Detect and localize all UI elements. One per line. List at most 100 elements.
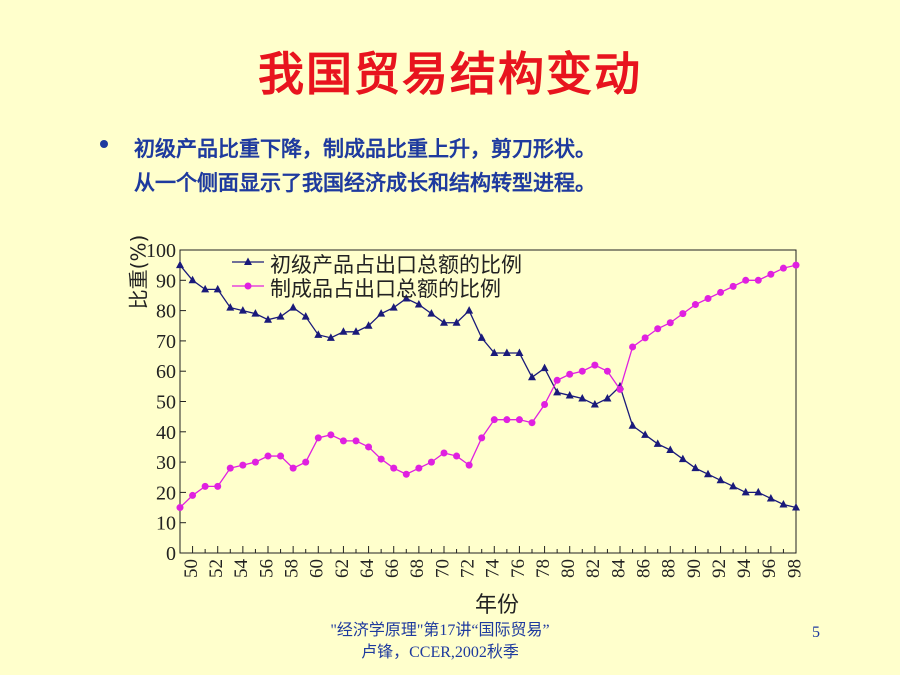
legend-marker-1 bbox=[244, 257, 252, 265]
series-2-point bbox=[629, 343, 637, 351]
y-axis-label: 比重(%) bbox=[127, 235, 151, 310]
series-1-point bbox=[339, 327, 348, 335]
series-1-point bbox=[326, 333, 335, 341]
x-tick-label: 68 bbox=[407, 559, 428, 578]
series-2-point bbox=[603, 367, 611, 375]
series-2-point bbox=[201, 482, 209, 490]
x-tick-label: 98 bbox=[784, 559, 805, 578]
footer-line-1: "经济学原理"第17讲“国际贸易” bbox=[330, 622, 550, 639]
series-1-point bbox=[779, 500, 788, 508]
series-1-point bbox=[264, 315, 272, 323]
y-tick-label: 30 bbox=[156, 452, 176, 474]
x-tick-label: 80 bbox=[558, 559, 579, 578]
series-2-point bbox=[440, 449, 448, 457]
x-tick-label: 64 bbox=[357, 559, 378, 579]
series-1-point bbox=[389, 303, 398, 311]
series-2-point bbox=[365, 443, 373, 451]
series-1-point bbox=[565, 390, 574, 399]
series-1-point bbox=[653, 439, 662, 447]
series-1-point bbox=[590, 400, 599, 408]
series-1-point bbox=[528, 372, 536, 381]
x-tick-label: 50 bbox=[181, 559, 202, 578]
series-1-point bbox=[578, 393, 587, 402]
series-2-point bbox=[691, 301, 699, 309]
series-1-point bbox=[540, 363, 549, 372]
series-1-point bbox=[352, 327, 360, 335]
series-2-point bbox=[289, 464, 297, 472]
series-1-point bbox=[176, 260, 184, 269]
series-2-point bbox=[465, 461, 473, 469]
series-2-point bbox=[742, 276, 750, 284]
series-2-point bbox=[377, 455, 385, 463]
series-line-2 bbox=[179, 264, 797, 509]
series-2-point bbox=[704, 294, 712, 302]
series-2-point bbox=[679, 310, 687, 318]
y-tick-label: 60 bbox=[156, 361, 176, 383]
series-2-point bbox=[415, 464, 423, 472]
series-2-point bbox=[641, 334, 649, 342]
series-1-point bbox=[766, 493, 775, 502]
series-1-point bbox=[440, 318, 448, 326]
series-2-point bbox=[541, 401, 549, 409]
series-1-point bbox=[678, 454, 687, 463]
series-2-point bbox=[352, 437, 360, 445]
bullet-line-2: 从一个侧面显示了我国经济成长和结构转型进程。 bbox=[134, 171, 596, 195]
y-tick-label: 0 bbox=[166, 543, 176, 565]
x-tick-label: 70 bbox=[432, 559, 453, 578]
series-2-point bbox=[239, 461, 247, 469]
series-1-point bbox=[729, 481, 738, 490]
y-tick-label: 20 bbox=[156, 482, 176, 504]
slide-title: 我国贸易结构变动 bbox=[258, 47, 642, 101]
y-tick-label: 50 bbox=[156, 392, 176, 414]
x-tick-label: 60 bbox=[307, 559, 328, 578]
x-tick-label: 78 bbox=[533, 559, 554, 578]
series-2-point bbox=[264, 452, 272, 460]
x-axis-label: 年份 bbox=[475, 593, 519, 618]
series-2-point bbox=[277, 452, 285, 460]
series-1-point bbox=[502, 348, 511, 357]
series-1-point bbox=[188, 275, 197, 284]
series-1-point bbox=[201, 284, 210, 293]
series-2-point bbox=[616, 385, 624, 393]
x-tick-label: 58 bbox=[282, 559, 303, 578]
x-tick-label: 66 bbox=[382, 559, 403, 578]
series-1-point bbox=[251, 309, 260, 317]
x-tick-label: 96 bbox=[759, 559, 780, 578]
series-1-point bbox=[704, 469, 712, 478]
y-tick-label: 90 bbox=[156, 270, 176, 292]
x-tick-label: 90 bbox=[684, 559, 705, 578]
x-tick-label: 72 bbox=[458, 559, 479, 578]
y-tick-label: 40 bbox=[156, 422, 176, 444]
series-2-point bbox=[314, 434, 322, 442]
series-1-point bbox=[741, 487, 750, 496]
series-2-point bbox=[339, 437, 347, 445]
series-1-point bbox=[276, 312, 285, 320]
series-1-point bbox=[213, 284, 222, 293]
legend-marker-2 bbox=[244, 282, 252, 290]
series-1-point bbox=[603, 393, 612, 402]
series-1-point bbox=[465, 306, 474, 314]
footer-line-2: 卢锋，CCER,2002秋季 bbox=[361, 644, 519, 661]
series-1-point bbox=[754, 487, 763, 496]
series-2-point bbox=[490, 416, 498, 424]
series-1-point bbox=[553, 387, 562, 396]
series-2-point bbox=[578, 367, 586, 375]
series-2-point bbox=[214, 482, 222, 490]
series-1-point bbox=[377, 309, 386, 317]
series-1-point bbox=[666, 445, 675, 453]
series-1-point bbox=[477, 333, 486, 341]
series-2-point bbox=[176, 504, 184, 512]
series-2-point bbox=[390, 464, 398, 472]
series-2-point bbox=[226, 464, 234, 472]
series-1-point bbox=[515, 348, 524, 357]
page-number: 5 bbox=[812, 624, 820, 641]
x-tick-label: 54 bbox=[231, 559, 252, 579]
series-2-point bbox=[792, 261, 800, 269]
series-2-point bbox=[528, 419, 536, 427]
y-tick-label: 70 bbox=[156, 331, 176, 353]
series-2-point bbox=[553, 376, 561, 384]
series-2-point bbox=[566, 370, 574, 378]
series-1-point bbox=[314, 330, 323, 338]
series-2-point bbox=[478, 434, 486, 442]
y-tick-label: 80 bbox=[156, 301, 176, 323]
